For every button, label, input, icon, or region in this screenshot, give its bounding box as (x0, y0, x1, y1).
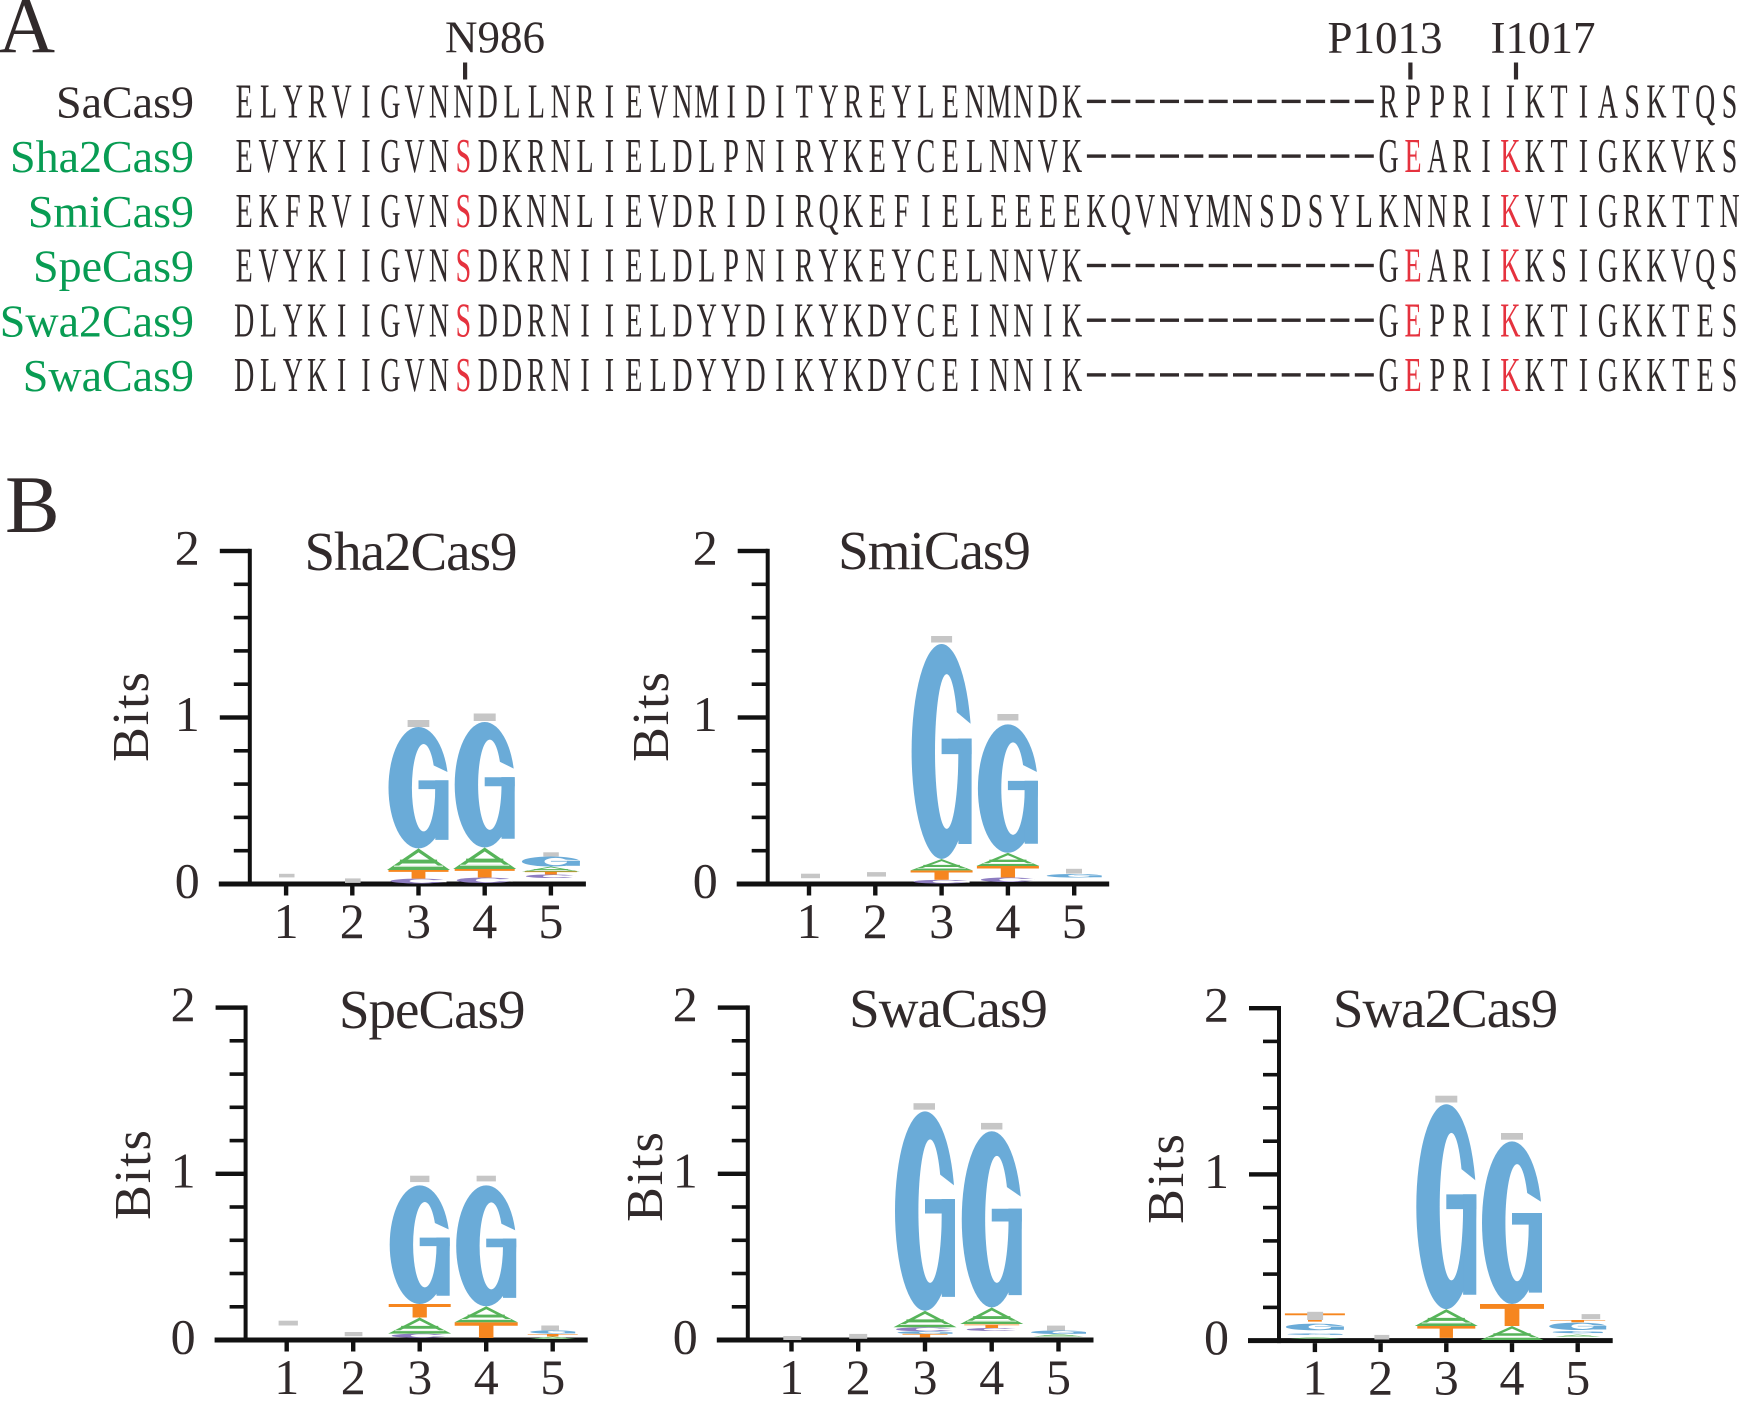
svg-text:Bits: Bits (105, 1128, 162, 1220)
svg-text:5: 5 (1565, 1350, 1590, 1402)
svg-text:0: 0 (175, 853, 200, 909)
svg-text:SwaCas9: SwaCas9 (23, 350, 194, 401)
svg-text:N986: N986 (445, 13, 545, 63)
svg-text:1: 1 (175, 686, 200, 742)
svg-text:1: 1 (673, 1142, 698, 1198)
svg-text:SpeCas9: SpeCas9 (339, 979, 525, 1040)
svg-text:1: 1 (1204, 1143, 1229, 1199)
svg-text:1: 1 (1302, 1350, 1327, 1402)
svg-text:4: 4 (979, 1349, 1004, 1402)
svg-text:1: 1 (693, 686, 718, 742)
svg-text:SpeCas9: SpeCas9 (33, 241, 194, 292)
svg-text:0: 0 (171, 1309, 196, 1365)
svg-text:5: 5 (1062, 893, 1087, 949)
svg-text:1: 1 (797, 893, 822, 949)
svg-text:2: 2 (340, 893, 365, 949)
svg-text:2: 2 (1204, 977, 1229, 1033)
svg-text:Bits: Bits (103, 670, 160, 762)
svg-text:0: 0 (693, 853, 718, 909)
svg-text:Bits: Bits (617, 1130, 674, 1222)
svg-text:SaCas9: SaCas9 (56, 77, 194, 128)
svg-text:Bits: Bits (623, 670, 680, 762)
svg-text:B: B (5, 459, 60, 550)
svg-text:ELYRVIGVNNDLLNRIEVNMIDITYREYLE: ELYRVIGVNNDLLNRIEVNMIDITYREYLENMNDKRPPRI… (236, 73, 1738, 128)
svg-text:Bits: Bits (1138, 1132, 1195, 1224)
svg-text:1: 1 (171, 1142, 196, 1198)
svg-text:P1013: P1013 (1327, 13, 1442, 63)
svg-text:2: 2 (846, 1349, 871, 1402)
svg-text:5: 5 (540, 1349, 565, 1402)
svg-text:2: 2 (863, 893, 888, 949)
svg-text:0: 0 (673, 1309, 698, 1365)
svg-text:2: 2 (1368, 1350, 1393, 1402)
svg-text:2: 2 (171, 976, 196, 1032)
svg-text:A: A (0, 0, 55, 70)
svg-text:Sha2Cas9: Sha2Cas9 (305, 521, 517, 582)
svg-text:1: 1 (274, 893, 299, 949)
svg-text:2: 2 (693, 520, 718, 576)
svg-text:SwaCas9: SwaCas9 (849, 978, 1047, 1039)
svg-text:1: 1 (274, 1349, 299, 1402)
svg-text:0: 0 (1204, 1309, 1229, 1365)
svg-text:Swa2Cas9: Swa2Cas9 (1333, 978, 1557, 1039)
svg-text:5: 5 (1046, 1349, 1071, 1402)
svg-text:4: 4 (995, 893, 1020, 949)
svg-text:3: 3 (1434, 1350, 1459, 1402)
svg-text:4: 4 (474, 1349, 499, 1402)
svg-text:SmiCas9: SmiCas9 (838, 520, 1030, 581)
svg-text:3: 3 (407, 1349, 432, 1402)
svg-text:Sha2Cas9: Sha2Cas9 (10, 131, 194, 182)
svg-text:2: 2 (673, 976, 698, 1032)
svg-text:Swa2Cas9: Swa2Cas9 (0, 295, 194, 346)
svg-text:4: 4 (472, 893, 497, 949)
svg-text:4: 4 (1500, 1350, 1525, 1402)
svg-text:2: 2 (175, 520, 200, 576)
svg-text:2: 2 (341, 1349, 366, 1402)
svg-text:5: 5 (538, 893, 563, 949)
svg-text:3: 3 (929, 893, 954, 949)
svg-text:SmiCas9: SmiCas9 (28, 186, 194, 237)
svg-text:3: 3 (913, 1349, 938, 1402)
svg-text:1: 1 (779, 1349, 804, 1402)
svg-text:3: 3 (406, 893, 431, 949)
svg-text:I1017: I1017 (1491, 13, 1596, 63)
